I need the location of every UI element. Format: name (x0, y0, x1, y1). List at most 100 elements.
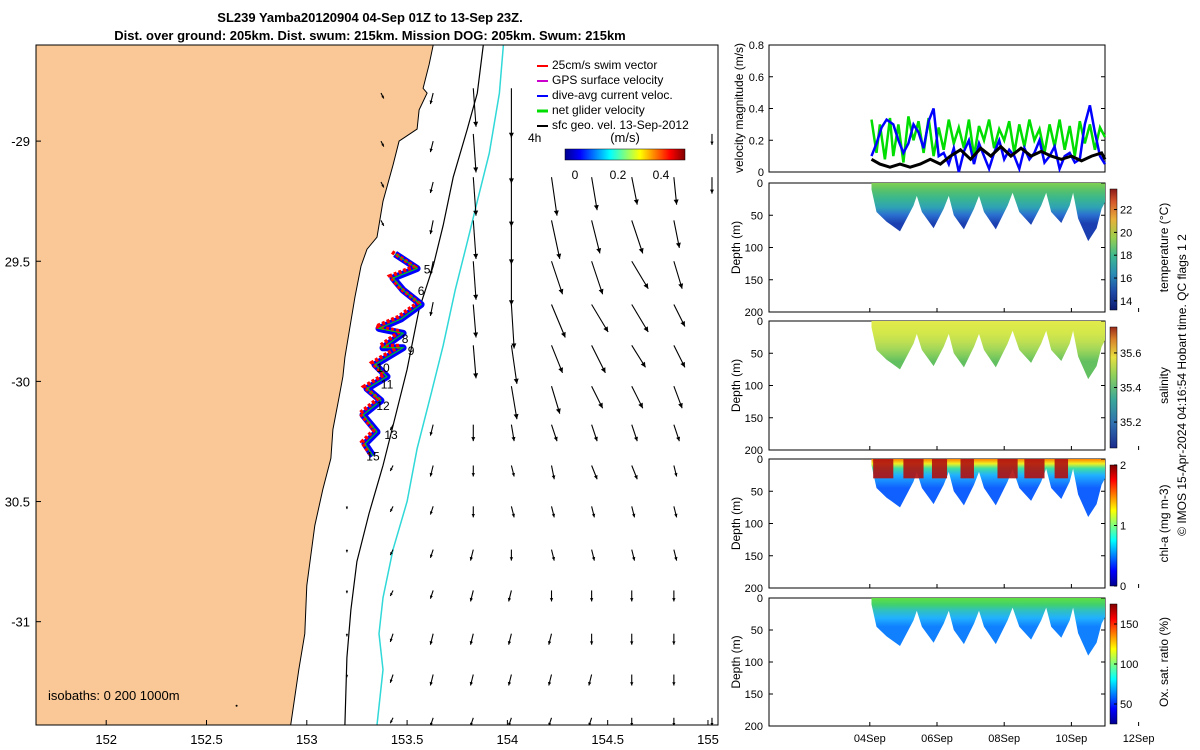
section-ytick-label: 200 (745, 721, 763, 733)
velocity-ytick-label: 0.6 (749, 72, 764, 84)
velocity-ytick-label: 0 (758, 167, 764, 179)
velocity-vector (673, 345, 686, 368)
chla-high-patch (997, 459, 1018, 479)
oxygen-section-panel: 0 50 100 150 200 04Sep 06Sep 08Sep 10Sep 12Sep Dep… (729, 593, 1171, 745)
colorbar-tick-label: 35.6 (1120, 348, 1141, 360)
velocity-vector (510, 345, 519, 384)
velocity-vector (591, 177, 599, 211)
section-xtick-label: 08Sep (988, 733, 1020, 745)
velocity-frame (768, 44, 1106, 173)
velocity-vector (389, 424, 394, 431)
velocity-ytick-label: 0.4 (749, 104, 764, 116)
velocity-vector (551, 304, 566, 338)
colorbar-tick-label: 2 (1120, 460, 1126, 472)
velocity-vector (672, 633, 676, 645)
section-xtick-label: 10Sep (1055, 733, 1087, 745)
chla-section-ylabel: Depth (m) (729, 497, 743, 550)
section-ytick-label: 0 (757, 316, 763, 328)
velocity-vector (510, 424, 516, 442)
velocity-vector (550, 261, 564, 295)
velocity-vector (631, 549, 636, 561)
track-swim-vectors (357, 250, 422, 456)
land-area (36, 45, 434, 725)
velocity-vector (509, 549, 514, 561)
velocity-vector (631, 385, 644, 409)
velocity-vector (389, 717, 394, 724)
temperature-section-clabel: temperature (°C) (1157, 203, 1171, 293)
velocity-series (870, 104, 1107, 173)
velocity-vector (472, 345, 479, 379)
velocity-vector (429, 220, 434, 235)
velocity-vector (673, 549, 678, 561)
velocity-vector (345, 549, 349, 553)
velocity-vector (507, 590, 512, 602)
temperature-section-colorbar (1109, 188, 1118, 311)
velocity-vector (471, 506, 475, 518)
velocity-vector (429, 181, 434, 194)
section-ytick-label: 0 (757, 178, 763, 190)
velocity-vector (507, 633, 512, 645)
velocity-vector (631, 465, 638, 480)
velocity-vector (469, 590, 474, 602)
section-ytick-label: 150 (745, 275, 763, 287)
velocity-vector (345, 633, 349, 637)
velocity-vector (673, 304, 686, 327)
velocity-vector (389, 633, 394, 643)
map-frame (35, 44, 719, 726)
temperature-section-panel: 0 50 100 150 200 Depth (m) 14 16 18 20 22 temperatu… (729, 178, 1171, 319)
velocity-vector (673, 424, 681, 442)
velocity-vector (550, 220, 562, 260)
oxygen-section-data (871, 598, 1105, 656)
colorbar-tick-label: 16 (1120, 273, 1132, 285)
velocity-vector (550, 465, 556, 480)
velocity-vector (591, 465, 598, 480)
velocity-vector (673, 177, 679, 205)
map-ytick-label: 29.5 (5, 254, 30, 269)
velocity-vector (672, 590, 676, 602)
chla-high-patch (873, 459, 894, 479)
velocity-vector (673, 465, 678, 477)
velocity-vector (472, 88, 479, 127)
velocity-vector (591, 345, 606, 374)
chla-high-patch (960, 459, 974, 479)
chla-high-patch (1054, 459, 1069, 479)
chla-section-clabel: chl-a (mg m-3) (1157, 484, 1171, 562)
velocity-vector (549, 590, 554, 602)
section-ytick-label: 150 (745, 551, 763, 563)
map-xtick-label: 152.5 (190, 732, 223, 747)
velocity-vector (547, 633, 553, 645)
glider-track (357, 250, 425, 458)
velocity-vector (389, 549, 394, 556)
velocity-vector (429, 633, 434, 645)
legend-geo-label: sfc geo. vel. 13-Sep-2012 (552, 118, 689, 132)
map-ytick-label: -29 (11, 134, 30, 149)
velocity-vector (345, 674, 349, 678)
velocity-vector (631, 345, 646, 368)
velocity-vector (550, 506, 556, 518)
figure-title-line2: Dist. over ground: 205km. Dist. swum: 21… (114, 28, 626, 43)
velocity-vector (709, 177, 714, 194)
velocity-vector (429, 506, 434, 515)
track-label: 10 (376, 361, 390, 375)
velocity-vector (429, 140, 434, 153)
section-ytick-label: 150 (745, 689, 763, 701)
velocity-panel: 0 0.2 0.4 0.6 0.8 velocity magnitude (m/s) (732, 40, 1107, 179)
colorbar-tick-2: 0.4 (653, 168, 670, 182)
velocity-vector (389, 590, 394, 597)
section-ytick-label: 100 (745, 657, 763, 669)
velocity-vector (591, 385, 604, 409)
velocity-vector (389, 674, 394, 683)
salinity-section-panel: 0 50 100 150 200 Depth (m) 35.2 35.4 35.6 salinit… (729, 316, 1171, 457)
velocity-vector (591, 506, 596, 518)
section-ytick-label: 200 (745, 583, 763, 595)
velocity-vector (591, 261, 604, 295)
velocity-vector (550, 549, 556, 561)
velocity-vector (710, 133, 714, 145)
section-ytick-label: 200 (745, 445, 763, 457)
velocity-vector (631, 220, 644, 254)
section-ytick-label: 100 (745, 381, 763, 393)
velocity-vector (429, 261, 434, 276)
legend-gps-label: GPS surface velocity (552, 73, 663, 87)
velocity-vector (591, 424, 598, 442)
